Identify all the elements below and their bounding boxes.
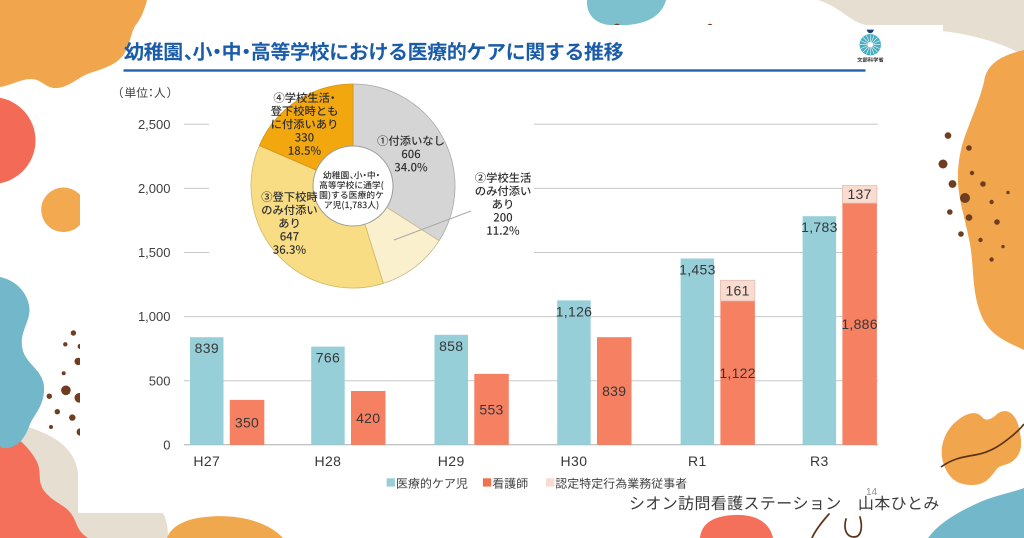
svg-text:H27: H27: [193, 453, 220, 469]
svg-text:858: 858: [439, 338, 463, 354]
svg-text:500: 500: [149, 373, 171, 388]
svg-text:2,000: 2,000: [138, 181, 171, 196]
svg-text:2,500: 2,500: [138, 117, 171, 132]
svg-text:R1: R1: [688, 453, 707, 469]
svg-text:R3: R3: [810, 453, 829, 469]
svg-text:1,122: 1,122: [719, 365, 756, 381]
svg-text:420: 420: [356, 410, 380, 426]
svg-text:1,500: 1,500: [138, 245, 171, 260]
svg-text:766: 766: [316, 350, 340, 366]
svg-text:1,126: 1,126: [556, 303, 593, 319]
svg-text:839: 839: [602, 383, 626, 399]
svg-text:553: 553: [479, 401, 503, 417]
svg-text:839: 839: [195, 340, 219, 356]
svg-text:350: 350: [235, 414, 259, 430]
svg-text:H28: H28: [314, 453, 341, 469]
svg-text:137: 137: [847, 186, 871, 202]
svg-text:161: 161: [725, 283, 749, 299]
svg-text:0: 0: [163, 437, 170, 452]
svg-text:1,783: 1,783: [801, 219, 838, 235]
svg-text:1,453: 1,453: [679, 262, 716, 278]
svg-text:H30: H30: [561, 453, 588, 469]
svg-text:1,886: 1,886: [841, 316, 878, 332]
svg-text:14: 14: [866, 487, 878, 498]
svg-text:1,000: 1,000: [138, 309, 171, 324]
svg-text:H29: H29: [438, 453, 465, 469]
